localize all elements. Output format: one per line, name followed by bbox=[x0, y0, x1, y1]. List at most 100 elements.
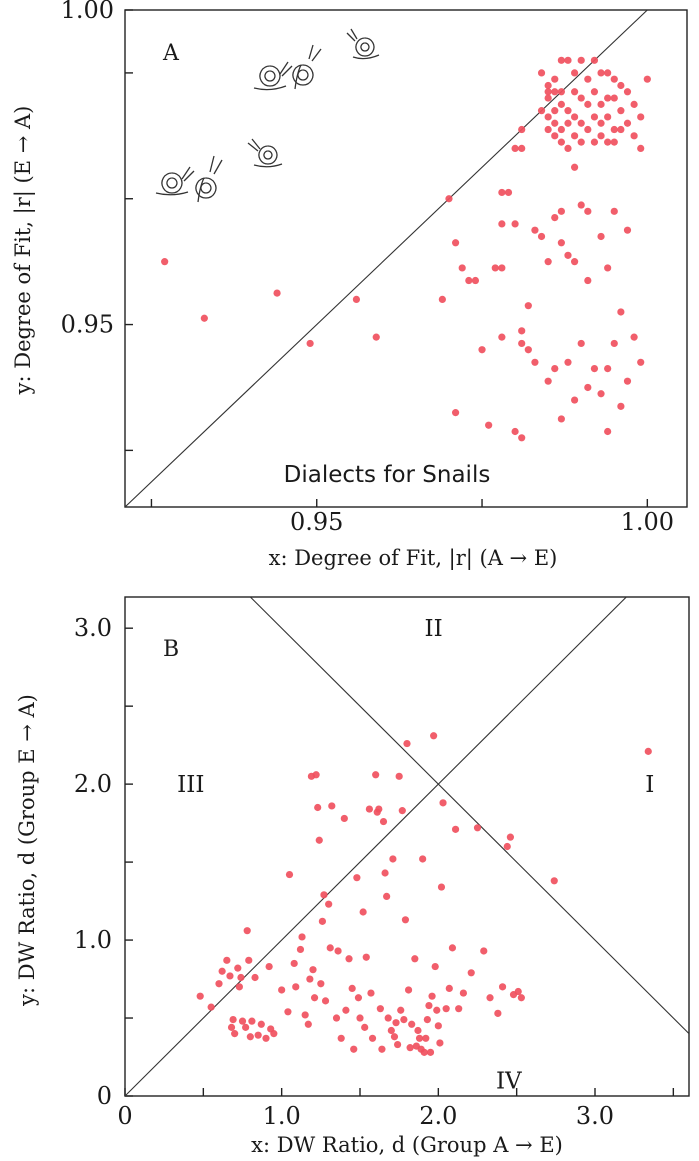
data-point bbox=[320, 891, 328, 899]
data-point bbox=[630, 100, 638, 108]
data-point bbox=[451, 409, 460, 417]
data-point bbox=[557, 88, 565, 96]
data-point bbox=[610, 94, 618, 102]
data-point bbox=[361, 1023, 369, 1031]
data-point bbox=[517, 994, 525, 1002]
data-point bbox=[597, 232, 605, 241]
data-point bbox=[564, 144, 572, 153]
data-point bbox=[498, 983, 507, 991]
data-point bbox=[610, 207, 618, 215]
data-point bbox=[315, 836, 323, 844]
data-point bbox=[298, 933, 306, 941]
data-point bbox=[564, 358, 572, 366]
data-point bbox=[590, 88, 599, 96]
tick-marks-b bbox=[124, 627, 675, 1097]
data-point bbox=[557, 239, 565, 247]
data-point bbox=[306, 975, 314, 983]
data-point bbox=[498, 220, 506, 228]
data-point bbox=[544, 88, 552, 96]
chart-annotation: Dialects for Snails bbox=[284, 462, 491, 488]
data-point bbox=[332, 1014, 341, 1022]
data-points-a bbox=[161, 56, 651, 442]
panel-label: A bbox=[162, 41, 180, 66]
data-point bbox=[285, 870, 294, 879]
data-point bbox=[304, 1020, 312, 1028]
data-point bbox=[604, 138, 612, 146]
data-point bbox=[564, 251, 572, 259]
data-point bbox=[537, 107, 546, 115]
data-point bbox=[537, 232, 546, 241]
data-point bbox=[306, 339, 314, 348]
data-point bbox=[610, 75, 618, 83]
data-point bbox=[314, 803, 322, 812]
data-point bbox=[643, 75, 651, 83]
data-point bbox=[551, 88, 559, 96]
data-point bbox=[426, 1048, 435, 1056]
data-point bbox=[350, 1045, 358, 1053]
data-point bbox=[597, 100, 605, 108]
data-point bbox=[397, 1006, 405, 1014]
data-point bbox=[229, 1015, 237, 1024]
data-point bbox=[273, 289, 281, 297]
x-axis-label: x: DW Ratio, d (Group A → E) bbox=[251, 1133, 563, 1157]
data-point bbox=[486, 994, 494, 1002]
data-point bbox=[498, 188, 506, 197]
data-point bbox=[604, 113, 612, 121]
data-point bbox=[352, 295, 361, 303]
data-point bbox=[485, 421, 493, 429]
data-point bbox=[242, 1023, 250, 1031]
data-point bbox=[597, 69, 605, 77]
data-point bbox=[637, 113, 645, 121]
data-point bbox=[379, 817, 388, 826]
data-point bbox=[451, 239, 460, 247]
data-point bbox=[265, 962, 273, 971]
data-point bbox=[445, 984, 453, 993]
data-point bbox=[557, 56, 565, 64]
data-point bbox=[419, 855, 427, 863]
data-point bbox=[437, 883, 446, 891]
data-point bbox=[395, 772, 403, 780]
reference-lines-b bbox=[125, 597, 689, 1096]
data-point bbox=[309, 966, 317, 974]
data-point bbox=[458, 264, 466, 272]
y-tick-label: 1.00 bbox=[61, 0, 114, 24]
data-point bbox=[537, 69, 546, 77]
data-points-b bbox=[196, 732, 652, 1056]
data-point bbox=[356, 1014, 364, 1022]
data-point bbox=[544, 377, 552, 385]
data-point bbox=[254, 1031, 262, 1039]
data-point bbox=[577, 138, 585, 146]
y-tick-label: 0.95 bbox=[61, 311, 114, 339]
data-point bbox=[387, 1026, 395, 1035]
data-point bbox=[200, 314, 208, 322]
data-point bbox=[551, 107, 559, 115]
data-point bbox=[524, 346, 532, 354]
y-axis-label: y: DW Ratio, d (Group E → A) bbox=[15, 694, 39, 1007]
data-point bbox=[524, 302, 532, 310]
data-point bbox=[571, 258, 579, 266]
region-label-ii: II bbox=[425, 616, 443, 642]
data-point bbox=[604, 69, 612, 77]
data-point bbox=[557, 100, 565, 108]
data-point bbox=[584, 125, 592, 134]
data-point bbox=[251, 973, 259, 982]
data-point bbox=[262, 1034, 270, 1042]
data-point bbox=[411, 955, 419, 963]
data-point bbox=[551, 75, 559, 83]
snail-icon bbox=[253, 61, 293, 91]
data-point bbox=[467, 969, 475, 977]
data-point bbox=[514, 987, 522, 996]
data-point bbox=[584, 75, 592, 83]
data-point bbox=[362, 953, 370, 961]
region-label-iv: IV bbox=[496, 1068, 522, 1094]
data-point bbox=[597, 390, 605, 398]
data-point bbox=[403, 739, 411, 748]
data-point bbox=[590, 113, 599, 121]
data-point bbox=[451, 825, 460, 833]
data-point bbox=[518, 144, 526, 153]
data-point bbox=[590, 364, 599, 373]
data-point bbox=[498, 264, 506, 272]
data-point bbox=[564, 107, 572, 115]
x-tick-label: 1.00 bbox=[621, 508, 674, 536]
